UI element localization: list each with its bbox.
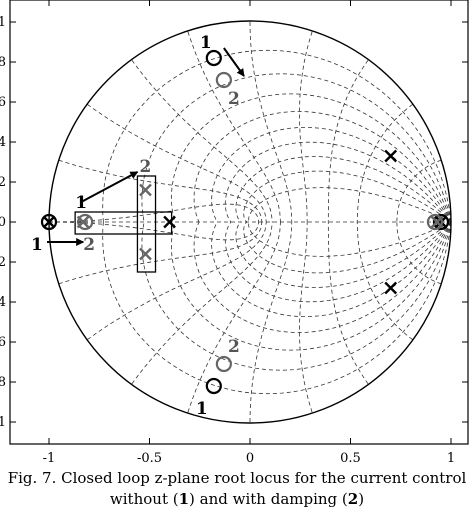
y-tick-label: -1 bbox=[0, 415, 6, 430]
y-tick-label: 0 bbox=[0, 215, 6, 230]
damping-curve bbox=[193, 111, 452, 223]
damping-curve bbox=[224, 221, 452, 303]
series-1-pole-marker bbox=[42, 215, 56, 229]
frequency-curve bbox=[396, 221, 442, 285]
y-tick-label: 0.6 bbox=[0, 95, 6, 110]
caption-series-2: 2 bbox=[347, 490, 359, 508]
frequency-curve bbox=[58, 221, 263, 285]
damping-curve bbox=[243, 170, 452, 223]
frequency-curve bbox=[299, 31, 313, 223]
damping-curve bbox=[224, 141, 452, 223]
annotation-label-series-1: 1 bbox=[200, 33, 212, 53]
caption-text: ) and with damping ( bbox=[189, 490, 348, 508]
damping-curve bbox=[102, 49, 452, 223]
series-1-pole-marker bbox=[163, 215, 176, 229]
series-1-pole-marker bbox=[384, 281, 398, 295]
damping-grid bbox=[48, 22, 452, 422]
x-tick-label: -1 bbox=[43, 451, 56, 466]
y-tick-label: -0.6 bbox=[0, 335, 6, 350]
x-tick-label: 0 bbox=[246, 451, 254, 466]
x-tick-label: 1 bbox=[447, 451, 455, 466]
caption-text: without ( bbox=[109, 490, 179, 508]
annotation-arrow bbox=[80, 171, 139, 203]
series-2-pole-marker bbox=[76, 215, 90, 229]
annotation-arrow bbox=[223, 47, 245, 77]
frequency-curve bbox=[131, 221, 273, 385]
damping-curve bbox=[171, 93, 452, 223]
series-2-pole-marker bbox=[139, 247, 152, 261]
annotation-arrows bbox=[46, 47, 245, 246]
annotation-label-series-2: 2 bbox=[228, 337, 240, 357]
figure-caption: Fig. 7. Closed loop z-plane root locus f… bbox=[0, 468, 474, 510]
frequency-curve bbox=[48, 221, 260, 241]
frequency-curve bbox=[87, 221, 267, 340]
axis-ticks: -1 -0.5 0 0.5 1 1 0.8 0.6 0.4 0.2 0 -0.2 -0.4 -0.6 -0.… bbox=[0, 0, 468, 466]
y-tick-label: 0.2 bbox=[0, 175, 6, 190]
damping-curve bbox=[248, 221, 452, 257]
annotation-label-series-2: 2 bbox=[228, 89, 240, 109]
annotation-label-series-1: 1 bbox=[31, 235, 43, 255]
damping-curve bbox=[211, 221, 452, 317]
frequency-curve bbox=[327, 59, 369, 223]
y-tick-label: -0.8 bbox=[0, 375, 6, 390]
y-tick-label: -0.2 bbox=[0, 255, 6, 270]
caption-line-2: without (1) and with damping (2) bbox=[0, 489, 474, 510]
series-1-zero-marker bbox=[432, 213, 450, 231]
frequency-curve bbox=[131, 59, 273, 223]
series-2-pole-marker bbox=[430, 215, 444, 229]
annotation-label-series-2: 2 bbox=[140, 157, 152, 177]
pole-zero-markers bbox=[40, 49, 450, 395]
x-tick-label: 0.5 bbox=[340, 451, 361, 466]
series-2-zero-marker bbox=[215, 355, 232, 373]
annotation-label-series-2: 2 bbox=[83, 235, 95, 255]
frequency-curve bbox=[249, 221, 293, 422]
frequency-curve bbox=[87, 104, 267, 223]
frequency-curve bbox=[356, 104, 413, 223]
annotation-label-series-1: 1 bbox=[75, 193, 87, 213]
series-1-zero-marker bbox=[40, 213, 58, 231]
damping-curve bbox=[243, 221, 452, 274]
damping-curve bbox=[141, 221, 452, 371]
highlight-box bbox=[136, 175, 157, 273]
series-2-zero-marker bbox=[77, 213, 94, 231]
series-2-zero-marker bbox=[215, 71, 232, 89]
frequency-curve bbox=[187, 31, 281, 223]
annotations: 1 2 1 2 1 2 2 1 bbox=[31, 33, 240, 419]
series-1-zero-marker bbox=[205, 377, 222, 395]
series-2-pole-marker bbox=[139, 183, 152, 197]
frequency-curve bbox=[396, 159, 442, 223]
frequency-curve bbox=[187, 221, 281, 413]
root-locus-chart: -1 -0.5 0 0.5 1 1 0.8 0.6 0.4 0.2 0 -0.2 -0.4 -0.6 -0.… bbox=[0, 0, 469, 466]
caption-text: ) bbox=[358, 490, 365, 508]
series-1-pole-marker bbox=[384, 149, 398, 163]
frequency-curve bbox=[249, 22, 293, 223]
damping-curve bbox=[141, 73, 452, 223]
y-tick-label: 0.8 bbox=[0, 55, 6, 70]
damping-curve bbox=[102, 221, 452, 395]
series-2-zero-marker bbox=[426, 213, 444, 231]
x-tick-label: -0.5 bbox=[137, 451, 162, 466]
damping-curve bbox=[193, 221, 452, 333]
y-tick-label: 0.4 bbox=[0, 135, 6, 150]
annotation-label-series-1: 1 bbox=[196, 399, 208, 419]
y-tick-label: 1 bbox=[0, 15, 6, 30]
damping-curve bbox=[211, 127, 452, 223]
frequency-curve bbox=[58, 159, 263, 223]
caption-line-1: Fig. 7. Closed loop z-plane root locus f… bbox=[7, 469, 467, 487]
damping-curve bbox=[248, 187, 452, 223]
series-1-zero-marker bbox=[205, 49, 222, 67]
y-tick-label: -0.4 bbox=[0, 295, 6, 310]
caption-series-1: 1 bbox=[178, 490, 190, 508]
frequency-curve bbox=[299, 221, 313, 413]
frequency-curve bbox=[356, 221, 413, 340]
frequency-curve bbox=[48, 203, 260, 223]
frequency-curve bbox=[327, 221, 369, 385]
damping-curve bbox=[171, 221, 452, 351]
